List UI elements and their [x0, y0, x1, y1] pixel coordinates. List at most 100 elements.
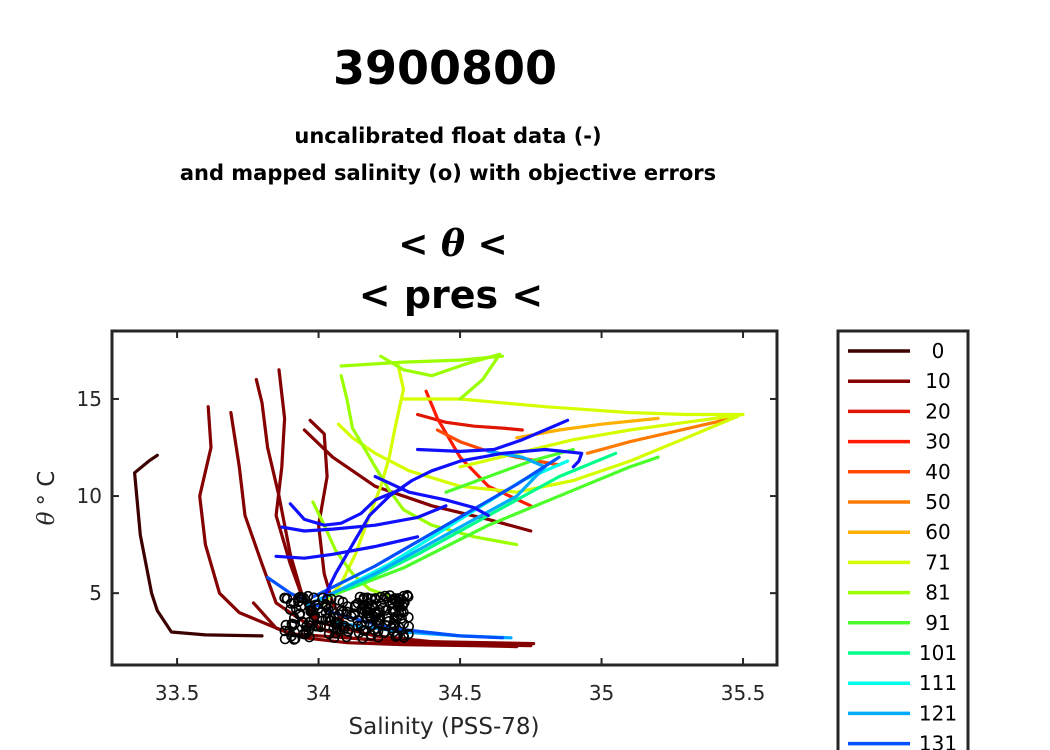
mapped-point: [393, 608, 405, 620]
legend-label-101: 101: [919, 641, 957, 665]
mapped-point: [357, 632, 368, 644]
mapped-point: [380, 605, 392, 616]
legend-label-20: 20: [925, 399, 950, 423]
mapped-point: [286, 630, 297, 642]
y-tick-label: 10: [77, 484, 102, 508]
series-line-91-21: [444, 447, 575, 494]
series-line-121-24: [305, 449, 547, 607]
x-tick-label: 34.5: [438, 681, 483, 705]
mapped-point: [352, 620, 364, 632]
mapped-point: [368, 624, 380, 636]
y-axis-label-unit: ° C: [34, 471, 60, 506]
chart-subtitle-line1: uncalibrated float data (-): [294, 124, 601, 148]
legend-label-111: 111: [919, 671, 957, 695]
mapped-point: [392, 630, 403, 641]
legend-label-131: 131: [919, 732, 957, 750]
mapped-point: [381, 611, 393, 623]
legend-label-81: 81: [925, 581, 950, 605]
mapped-point: [321, 593, 333, 605]
series-line-131-32: [373, 475, 490, 518]
legend: 0 10 20 30 40 50 60 71 81 91 101 111 121 131: [848, 339, 957, 750]
y-tick-label: 15: [77, 387, 102, 411]
series-line-71-15: [322, 362, 406, 605]
mapped-point: [386, 622, 397, 634]
series-line-131-31: [280, 504, 448, 533]
legend-label-60: 60: [925, 520, 950, 544]
series-line-131-26: [266, 575, 505, 640]
mapped-point: [342, 626, 354, 637]
mapped-point: [328, 632, 340, 644]
mapped-point: [339, 620, 350, 632]
mapped-point: [286, 620, 298, 632]
x-tick-label: 33.5: [155, 681, 200, 705]
mapped-point: [396, 594, 408, 606]
mapped-point: [398, 618, 410, 630]
y-axis-label: θ ° C: [34, 471, 60, 526]
series-line-131-33: [274, 535, 420, 560]
series-layer: [133, 352, 745, 649]
series-line-71-13: [401, 397, 745, 469]
x-tick-label: 35: [589, 681, 614, 705]
tick-layer: 33.5 34 34.5 35 35.5 5 10 15: [77, 331, 777, 705]
legend-label-121: 121: [919, 701, 957, 725]
mapped-point: [279, 633, 291, 645]
legend-label-50: 50: [925, 490, 950, 514]
mapped-point: [377, 602, 389, 614]
chart-subtitle-line2: and mapped salinity (o) with objective e…: [180, 161, 716, 185]
series-line-91-20: [331, 455, 660, 597]
mapped-point: [290, 603, 302, 615]
chart-theta-heading: < θ <: [398, 223, 507, 265]
series-line-131-27: [311, 455, 561, 599]
y-tick-label: 5: [89, 581, 102, 605]
x-tick-label: 34: [306, 681, 331, 705]
mapped-point: [353, 627, 365, 639]
chart-title: 3900800: [333, 41, 557, 95]
mapped-point: [307, 605, 318, 617]
mapped-point: [310, 620, 322, 632]
legend-label-30: 30: [925, 430, 950, 454]
mapped-point: [366, 599, 378, 611]
plot-frame: [110, 329, 779, 667]
theta-heading-symbol: θ: [441, 223, 465, 265]
series-line-10-7: [251, 601, 519, 649]
mapped-point: [387, 597, 398, 609]
mapped-point: [369, 593, 381, 604]
series-line-0-0: [133, 453, 264, 638]
mapped-point: [284, 604, 296, 615]
legend-label-71: 71: [925, 550, 950, 574]
legend-label-10: 10: [925, 369, 950, 393]
mapped-point: [303, 631, 315, 643]
mapped-point: [301, 626, 312, 638]
mapped-point: [398, 629, 409, 641]
mapped-points-layer: [279, 589, 415, 645]
mapped-point: [354, 591, 366, 603]
mapped-point: [345, 611, 357, 622]
mapped-point: [322, 612, 334, 624]
mapped-point: [403, 628, 414, 640]
mapped-point: [294, 591, 306, 603]
series-line-131-28: [322, 447, 584, 599]
series-line-131-29: [416, 418, 570, 453]
mapped-point: [296, 616, 308, 628]
series-line-131-30: [288, 486, 406, 527]
mapped-point: [337, 596, 349, 608]
legend-label-91: 91: [925, 611, 950, 635]
legend-label-40: 40: [925, 460, 950, 484]
mapped-point: [384, 590, 396, 601]
mapped-point: [320, 600, 332, 611]
y-axis-label-symbol: θ: [34, 511, 60, 525]
legend-box: [836, 329, 970, 750]
series-line-50-11: [585, 414, 740, 455]
mapped-point: [294, 609, 305, 620]
mapped-point: [279, 625, 291, 637]
mapped-point: [369, 608, 381, 620]
series-line-10-3: [254, 377, 536, 646]
legend-label-0: 0: [932, 339, 945, 363]
mapped-point: [365, 593, 377, 605]
x-axis-label: Salinity (PSS-78): [349, 714, 540, 740]
chart-pres-heading: < pres <: [359, 273, 543, 317]
mapped-point: [356, 603, 368, 615]
series-line-81-18: [379, 352, 502, 401]
x-tick-label: 35.5: [721, 681, 766, 705]
